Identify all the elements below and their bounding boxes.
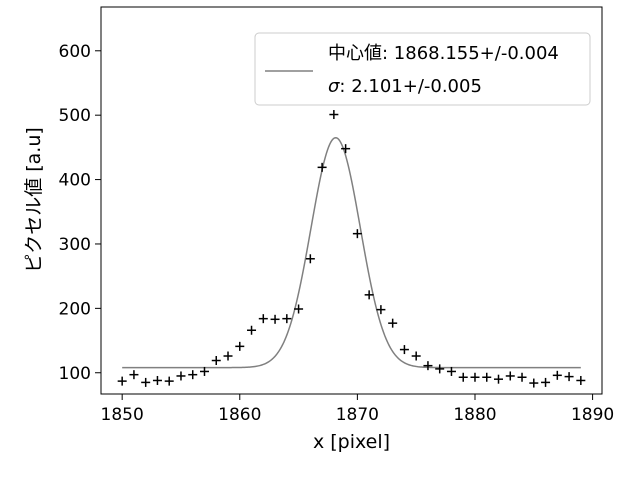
legend-sigma-symbol: σ xyxy=(328,76,340,97)
data-point xyxy=(235,341,245,351)
fit-curve-layer xyxy=(122,136,581,369)
data-point xyxy=(270,314,280,324)
x-tick-label: 1880 xyxy=(453,405,496,425)
data-point xyxy=(117,376,127,386)
data-point xyxy=(352,229,362,239)
data-point xyxy=(152,375,162,385)
x-axis: 1850 1860 1870 1880 1890 xyxy=(101,394,614,425)
legend-entry-1: 中心値: 1868.155+/-0.004 xyxy=(328,43,559,64)
data-point xyxy=(129,370,139,380)
data-point xyxy=(164,376,174,386)
data-point xyxy=(552,370,562,380)
data-point xyxy=(505,371,515,381)
y-axis: 100 200 300 400 500 600 xyxy=(59,42,101,384)
x-axis-label: x [pixel] xyxy=(313,431,390,453)
data-point xyxy=(446,366,456,376)
data-point xyxy=(176,371,186,381)
data-points-layer xyxy=(117,110,586,388)
x-tick-label: 1870 xyxy=(336,405,379,425)
data-point xyxy=(211,356,221,366)
plot-frame xyxy=(100,6,603,395)
data-point xyxy=(541,377,551,387)
data-point xyxy=(376,305,386,315)
x-tick-label: 1850 xyxy=(101,405,144,425)
data-point xyxy=(317,162,327,172)
y-tick-label: 100 xyxy=(59,364,91,384)
data-point xyxy=(494,374,504,384)
data-point xyxy=(188,370,198,380)
data-point xyxy=(423,361,433,371)
data-point xyxy=(329,110,339,120)
data-point xyxy=(141,377,151,387)
data-point xyxy=(482,372,492,382)
data-point xyxy=(199,366,209,376)
y-tick-label: 200 xyxy=(59,299,91,319)
fit-curve xyxy=(122,136,581,369)
data-point xyxy=(458,372,468,382)
data-point xyxy=(517,372,527,382)
y-tick-label: 300 xyxy=(59,235,91,255)
data-point xyxy=(341,144,351,154)
data-point xyxy=(399,345,409,355)
data-point xyxy=(576,375,586,385)
data-point xyxy=(247,325,257,335)
data-point xyxy=(411,351,421,361)
y-tick-label: 500 xyxy=(59,106,91,126)
y-tick-label: 400 xyxy=(59,171,91,191)
data-point xyxy=(223,351,233,361)
data-point xyxy=(529,378,539,388)
data-point xyxy=(305,254,315,264)
x-tick-label: 1860 xyxy=(218,405,261,425)
data-point xyxy=(388,318,398,328)
data-point xyxy=(470,372,480,382)
x-tick-label: 1890 xyxy=(571,405,614,425)
legend: 中心値: 1868.155+/-0.004 σ: 2.101+/-0.005 xyxy=(254,32,591,106)
legend-sigma-value: : 2.101+/-0.005 xyxy=(339,76,482,97)
data-point xyxy=(435,364,445,374)
data-point xyxy=(364,290,374,300)
legend-entry-2: σ: 2.101+/-0.005 xyxy=(328,76,482,97)
y-tick-label: 600 xyxy=(59,42,91,62)
data-point xyxy=(564,372,574,382)
y-axis-label: ピクセル値 [a.u] xyxy=(23,127,45,273)
legend-box xyxy=(254,32,591,106)
data-point xyxy=(282,314,292,324)
data-point xyxy=(294,304,304,314)
data-point xyxy=(258,314,268,324)
